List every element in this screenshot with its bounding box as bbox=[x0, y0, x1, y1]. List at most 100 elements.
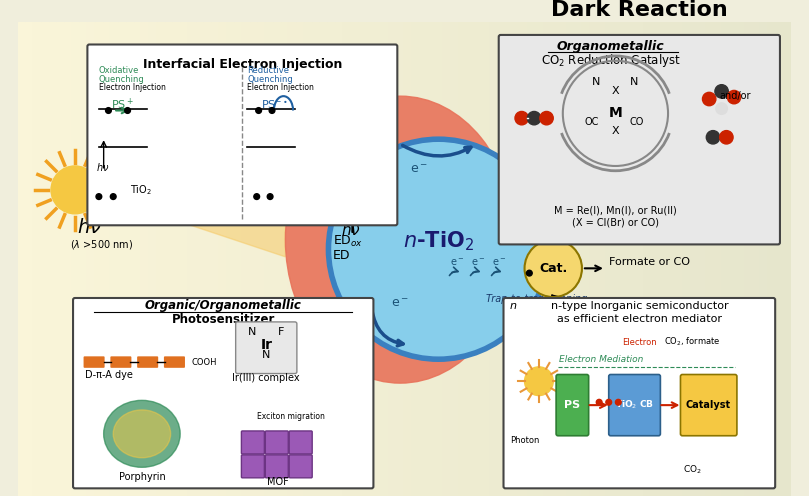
Bar bbox=[567, 21, 574, 496]
Bar bbox=[142, 21, 149, 496]
Bar bbox=[714, 21, 722, 496]
Text: CO$_2$ Reduction Catalyst: CO$_2$ Reduction Catalyst bbox=[540, 52, 680, 68]
Bar bbox=[250, 21, 257, 496]
Bar bbox=[536, 21, 544, 496]
Bar bbox=[157, 21, 164, 496]
Text: e$^-$: e$^-$ bbox=[492, 257, 506, 268]
Bar bbox=[613, 21, 621, 496]
Bar bbox=[683, 21, 691, 496]
Circle shape bbox=[720, 130, 733, 144]
Bar bbox=[489, 21, 498, 496]
Bar bbox=[752, 21, 760, 496]
Bar bbox=[95, 21, 103, 496]
Bar bbox=[396, 21, 404, 496]
Text: TiO$_2$: TiO$_2$ bbox=[130, 183, 152, 196]
Text: Electron Injection: Electron Injection bbox=[247, 83, 314, 92]
Text: ED$_{ox}$: ED$_{ox}$ bbox=[333, 234, 363, 248]
Circle shape bbox=[715, 85, 728, 98]
Bar bbox=[667, 21, 676, 496]
Text: N: N bbox=[248, 327, 256, 337]
Text: PS: PS bbox=[565, 400, 580, 410]
Bar bbox=[79, 21, 87, 496]
Bar bbox=[164, 21, 172, 496]
Bar bbox=[273, 21, 281, 496]
Text: Electron Injection: Electron Injection bbox=[99, 83, 166, 92]
FancyBboxPatch shape bbox=[265, 455, 288, 478]
Text: N: N bbox=[592, 77, 600, 87]
FancyBboxPatch shape bbox=[87, 45, 397, 225]
Circle shape bbox=[606, 399, 612, 405]
Bar bbox=[64, 21, 72, 496]
Text: Porphyrin: Porphyrin bbox=[119, 472, 165, 482]
Text: Catalyst: Catalyst bbox=[686, 400, 731, 410]
Text: CO$_2$: CO$_2$ bbox=[683, 463, 701, 476]
Bar bbox=[126, 21, 133, 496]
Bar bbox=[737, 21, 745, 496]
Bar bbox=[413, 21, 420, 496]
Text: e$^-$: e$^-$ bbox=[496, 153, 514, 166]
Bar bbox=[335, 21, 342, 496]
Text: n-type Inorganic semiconductor: n-type Inorganic semiconductor bbox=[551, 302, 728, 311]
Circle shape bbox=[527, 112, 540, 125]
Text: Reductive: Reductive bbox=[247, 66, 289, 75]
Text: Oxidative: Oxidative bbox=[99, 66, 139, 75]
Bar bbox=[188, 21, 196, 496]
Text: Exciton migration: Exciton migration bbox=[256, 413, 324, 422]
Bar bbox=[149, 21, 157, 496]
Circle shape bbox=[616, 399, 621, 405]
Text: D-π-A dye: D-π-A dye bbox=[84, 371, 133, 380]
FancyBboxPatch shape bbox=[680, 374, 737, 435]
Text: MOF: MOF bbox=[267, 477, 289, 487]
FancyBboxPatch shape bbox=[608, 374, 660, 435]
Text: OC: OC bbox=[584, 117, 599, 127]
Text: n: n bbox=[509, 302, 516, 311]
Bar bbox=[559, 21, 567, 496]
Text: Electron Mediation: Electron Mediation bbox=[559, 355, 643, 364]
Bar bbox=[505, 21, 513, 496]
Bar bbox=[235, 21, 242, 496]
Bar bbox=[366, 21, 374, 496]
Bar bbox=[25, 21, 33, 496]
Bar bbox=[257, 21, 265, 496]
Bar bbox=[133, 21, 142, 496]
Bar bbox=[227, 21, 235, 496]
Bar bbox=[660, 21, 667, 496]
Bar bbox=[203, 21, 211, 496]
Text: X: X bbox=[612, 86, 619, 96]
Bar bbox=[582, 21, 591, 496]
Bar bbox=[459, 21, 467, 496]
Bar bbox=[358, 21, 366, 496]
FancyBboxPatch shape bbox=[241, 455, 265, 478]
Ellipse shape bbox=[286, 96, 515, 383]
Bar bbox=[443, 21, 451, 496]
Ellipse shape bbox=[113, 410, 171, 458]
Text: Dark Reaction: Dark Reaction bbox=[551, 0, 728, 20]
Text: Organometallic: Organometallic bbox=[557, 40, 664, 53]
Bar bbox=[598, 21, 606, 496]
Bar bbox=[320, 21, 327, 496]
Bar bbox=[196, 21, 203, 496]
FancyBboxPatch shape bbox=[241, 431, 265, 454]
Circle shape bbox=[51, 166, 99, 214]
Bar bbox=[621, 21, 629, 496]
Text: CO: CO bbox=[629, 117, 644, 127]
Bar bbox=[760, 21, 769, 496]
Circle shape bbox=[524, 367, 553, 395]
Bar bbox=[637, 21, 645, 496]
Text: Cat.: Cat. bbox=[539, 262, 567, 275]
Circle shape bbox=[105, 108, 112, 114]
Text: Interfacial Electron Injection: Interfacial Electron Injection bbox=[142, 58, 342, 71]
Bar bbox=[474, 21, 482, 496]
Bar bbox=[350, 21, 358, 496]
Bar bbox=[428, 21, 435, 496]
Circle shape bbox=[596, 399, 602, 405]
Text: Ir: Ir bbox=[260, 338, 273, 352]
Text: Organic/Organometallic: Organic/Organometallic bbox=[145, 300, 302, 312]
Circle shape bbox=[515, 112, 528, 125]
Bar bbox=[784, 21, 791, 496]
Circle shape bbox=[328, 139, 549, 359]
Bar bbox=[118, 21, 126, 496]
Text: Formate or CO: Formate or CO bbox=[608, 257, 690, 267]
Circle shape bbox=[267, 194, 273, 199]
Text: e$^-$: e$^-$ bbox=[410, 163, 428, 176]
